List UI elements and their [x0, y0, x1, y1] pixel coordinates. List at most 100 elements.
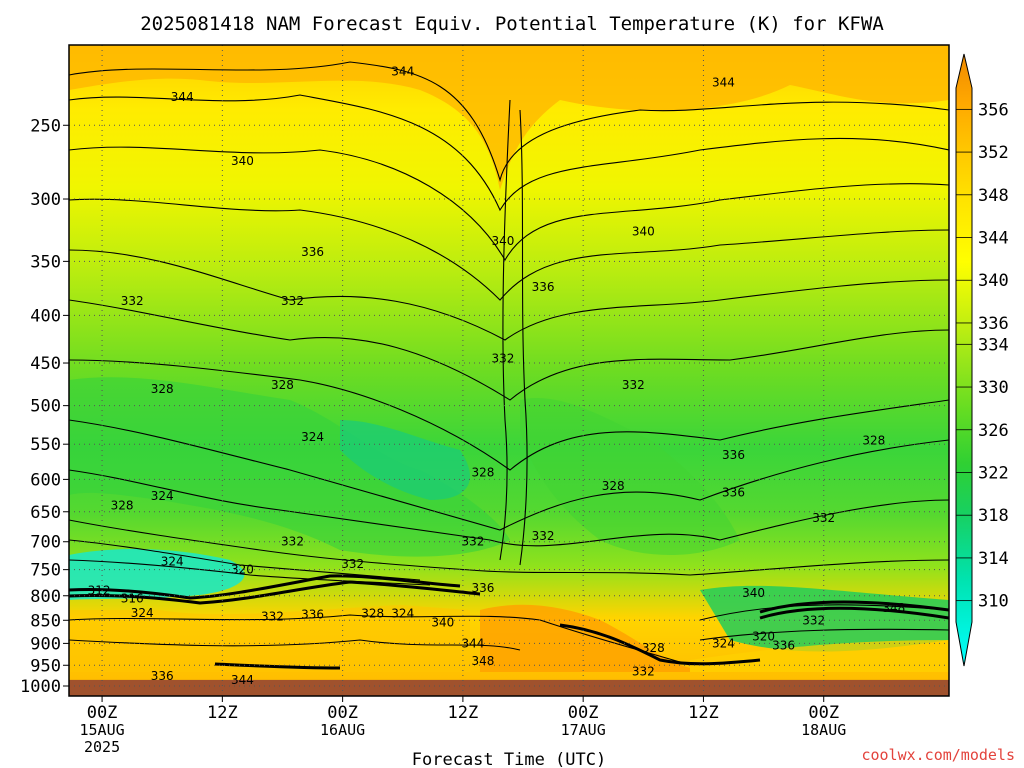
contour-label: 324 [161, 554, 184, 568]
contour-line [69, 61, 949, 183]
mid-green-region-left-inner [340, 420, 470, 500]
contour-line [699, 604, 949, 621]
contour-label: 324 [301, 430, 324, 444]
contour-line [69, 146, 949, 262]
chart-title: 2025081418 NAM Forecast Equiv. Potential… [140, 13, 884, 35]
contour-label: 340 [632, 224, 655, 238]
contour-label: 332 [281, 294, 304, 308]
colorbar-label: 340 [978, 271, 1009, 291]
y-tick-label: 1000 [20, 677, 61, 697]
contour-label: 332 [622, 378, 645, 392]
y-tick-label: 250 [30, 116, 61, 136]
x-tick-label: 00Z [327, 703, 358, 723]
contour-label: 316 [121, 591, 144, 605]
contour-label: 344 [171, 90, 194, 104]
contour-label: 336 [151, 669, 174, 683]
contour-label: 332 [461, 535, 484, 549]
colorbar-body [955, 53, 973, 667]
y-tick-label: 950 [30, 656, 61, 676]
contour-label: 328 [361, 607, 384, 621]
contour-label: 336 [772, 639, 795, 653]
x-tick-label: 12Z [448, 703, 479, 723]
credit-text: coolwx.com/models [861, 746, 1015, 764]
contour-line [69, 94, 949, 212]
front-band [759, 606, 949, 620]
y-tick-label: 700 [30, 533, 61, 553]
contour-line [69, 614, 691, 666]
y-tick-label: 450 [30, 354, 61, 374]
colorbar-label: 356 [978, 100, 1009, 120]
plot-frame [68, 44, 950, 697]
x-tick-label: 00Z [87, 703, 118, 723]
colorbar-label: 326 [978, 421, 1009, 441]
contour-label: 348 [882, 601, 905, 615]
contour-label: 320 [752, 630, 775, 644]
contour-line [69, 419, 949, 531]
plot-area: 344 344 344 340 340 340 336 336 332 332 332 332 328 3… [69, 45, 949, 696]
underground-band [69, 679, 949, 696]
contour-line [699, 628, 949, 641]
front-band [69, 580, 481, 605]
contour-line [69, 249, 949, 341]
grid-lines [69, 45, 949, 696]
x-tick-label: 2025 [84, 738, 120, 756]
colorbar-label: 330 [978, 378, 1009, 398]
contour-label: 332 [341, 557, 364, 571]
contour-label: 332 [281, 535, 304, 549]
contour-label: 340 [431, 616, 454, 630]
y-tick-label: 750 [30, 561, 61, 581]
x-tick-label: 16AUG [320, 721, 365, 739]
contour-label: 340 [742, 586, 765, 600]
contour-line [69, 198, 949, 301]
colorbar-label: 344 [978, 229, 1009, 249]
contour-label: 312 [88, 584, 111, 598]
y-tick-label: 850 [30, 611, 61, 631]
contour-label: 328 [862, 433, 885, 447]
contour-label: 328 [642, 641, 665, 655]
colorbar-label: 322 [978, 463, 1009, 483]
contour-label: 336 [722, 486, 745, 500]
front-band [214, 662, 341, 670]
x-tick-label: 15AUG [79, 721, 124, 739]
x-tick-label: 18AUG [801, 721, 846, 739]
contour-label: 332 [261, 609, 284, 623]
contour-label: 328 [602, 479, 625, 493]
y-tick-label: 500 [30, 397, 61, 417]
contour-label: 336 [722, 448, 745, 462]
contour-label: 328 [471, 466, 494, 480]
colorbar-label: 310 [978, 592, 1009, 612]
x-axis-label: Forecast Time (UTC) [412, 750, 606, 768]
contour-label: 332 [532, 529, 555, 543]
low-orange-region-center [480, 604, 690, 672]
contour-label: 336 [301, 608, 324, 622]
contour-label: 324 [131, 606, 154, 620]
contour-label: 328 [271, 378, 294, 392]
contour-label: 324 [391, 607, 414, 621]
x-tick-label: 00Z [808, 703, 839, 723]
colorbar-label: 336 [978, 314, 1009, 334]
front-band [559, 623, 761, 666]
low-orange-region-left [69, 605, 470, 672]
low-yellow-region-right [690, 640, 949, 672]
contour-label: 332 [802, 613, 825, 627]
x-tick-label: 12Z [688, 703, 719, 723]
y-tick-label: 400 [30, 306, 61, 326]
contour-label: 320 [231, 563, 254, 577]
contour-label: 336 [301, 245, 324, 259]
contour-label: 332 [121, 294, 144, 308]
dense-front-bands [69, 574, 949, 670]
contour-label: 344 [391, 65, 414, 79]
colorbar-label: 314 [978, 549, 1009, 569]
y-tick-label: 300 [30, 190, 61, 210]
y-tick-label: 350 [30, 252, 61, 272]
contour-label: 328 [151, 382, 174, 396]
contour-label: 336 [471, 581, 494, 595]
contour-line [69, 469, 949, 547]
colorbar-label: 352 [978, 143, 1009, 163]
y-tick-label: 650 [30, 503, 61, 523]
contour-label: 340 [231, 154, 254, 168]
contour-line [69, 539, 421, 581]
contour-label: 332 [812, 511, 835, 525]
